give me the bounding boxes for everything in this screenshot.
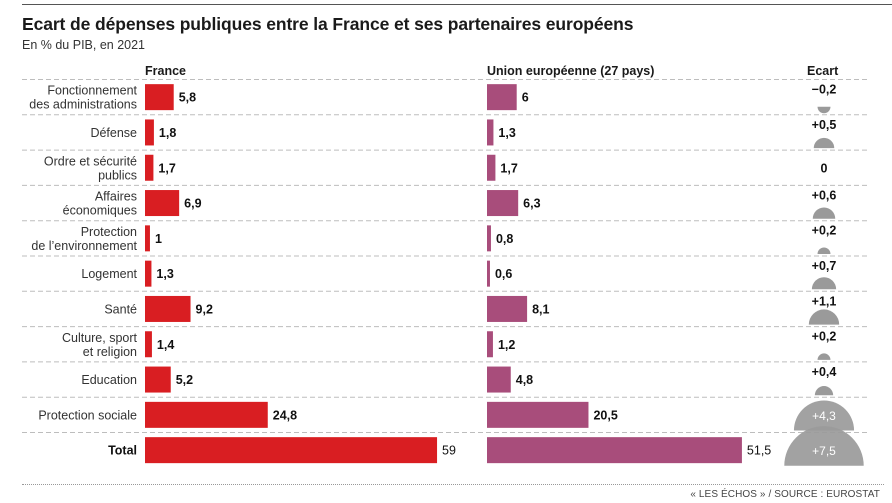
france-bar: [145, 190, 180, 217]
ecart-value-label: +0,4: [812, 365, 837, 379]
france-bar: [145, 295, 191, 322]
category-label: de l’environnement: [31, 239, 137, 253]
chart-subtitle: En % du PIB, en 2021: [22, 38, 146, 52]
france-bar: [145, 260, 152, 287]
ue-bar: [487, 119, 494, 146]
ue-value-label: 1,7: [500, 161, 517, 175]
category-label: des administrations: [29, 98, 137, 112]
ue-bar: [487, 401, 589, 428]
ecart-semicircle: [811, 277, 837, 290]
ecart-value-label: +1,1: [812, 294, 837, 308]
ecart-value-label: +7,5: [812, 444, 836, 458]
france-value-label: 59: [442, 444, 456, 458]
ue-bar: [487, 84, 517, 111]
ecart-value-label: +0,7: [812, 259, 837, 273]
ecart-value-label: +0,6: [812, 188, 837, 202]
source-credit: « LES ÉCHOS » / SOURCE : EUROSTAT: [690, 489, 880, 500]
ue-bar: [487, 295, 528, 322]
ue-bar: [487, 331, 493, 358]
ecart-semicircle: [808, 309, 840, 325]
ue-value-label: 51,5: [747, 444, 771, 458]
ue-value-label: 8,1: [532, 302, 549, 316]
column-header-france: France: [145, 64, 186, 78]
france-bar: [145, 331, 152, 358]
ue-bar: [487, 225, 491, 252]
ue-value-label: 1,3: [498, 126, 515, 140]
ue-bar: [487, 154, 496, 181]
france-bar: [145, 84, 174, 111]
ecart-semicircle: [817, 106, 831, 114]
france-bar: [145, 154, 154, 181]
category-label: Education: [81, 373, 137, 387]
ecart-semicircle: [817, 353, 831, 360]
ecart-value-label: 0: [821, 161, 828, 175]
category-label: Affaires: [95, 190, 137, 204]
category-label: Santé: [104, 302, 137, 316]
ecart-semicircle: [817, 247, 831, 254]
ue-value-label: 4,8: [516, 373, 533, 387]
ecart-value-label: +0,2: [812, 330, 837, 344]
category-label: et religion: [83, 345, 137, 359]
ue-value-label: 0,6: [495, 267, 512, 281]
category-label: économiques: [63, 204, 137, 218]
category-label: Culture, sport: [62, 331, 138, 345]
ue-bar: [487, 260, 490, 287]
ue-bar: [487, 366, 511, 393]
france-value-label: 1: [155, 232, 162, 246]
france-bar: [145, 366, 171, 393]
category-label: publics: [98, 168, 137, 182]
france-bar: [145, 119, 154, 146]
ue-value-label: 20,5: [593, 408, 617, 422]
chart-title: Ecart de dépenses publiques entre la Fra…: [22, 14, 634, 34]
ue-value-label: 6,3: [523, 197, 540, 211]
category-label: Ordre et sécurité: [44, 154, 137, 168]
france-value-label: 9,2: [196, 302, 213, 316]
ue-bar: [487, 190, 519, 217]
ecart-semicircle: [812, 207, 836, 219]
france-value-label: 1,4: [157, 338, 174, 352]
ecart-semicircle: [793, 400, 855, 431]
ecart-value-label: +4,3: [812, 409, 836, 423]
ue-value-label: 0,8: [496, 232, 513, 246]
france-value-label: 1,7: [158, 161, 175, 175]
ue-value-label: 6: [522, 91, 529, 105]
column-header-ecart: Ecart: [807, 64, 839, 78]
france-bar: [145, 401, 268, 428]
france-value-label: 24,8: [273, 408, 297, 422]
france-value-label: 6,9: [184, 197, 201, 211]
ecart-value-label: +0,2: [812, 224, 837, 238]
france-value-label: 5,2: [176, 373, 193, 387]
ecart-semicircle: [813, 137, 835, 149]
ecart-value-label: +0,5: [812, 118, 837, 132]
ecart-semicircle: [784, 426, 864, 466]
france-bar: [145, 225, 150, 252]
top-rule: [22, 4, 892, 5]
ecart-value-label: −0,2: [812, 83, 837, 97]
footer-rule: [22, 484, 884, 485]
ue-bar: [487, 437, 742, 464]
category-label: Protection sociale: [38, 408, 137, 422]
france-value-label: 5,8: [179, 91, 196, 105]
france-bar: [145, 437, 438, 464]
category-label: Total: [108, 444, 137, 458]
category-label: Protection: [81, 225, 137, 239]
category-label: Défense: [90, 126, 137, 140]
category-label: Logement: [81, 267, 137, 281]
column-header-ue: Union européenne (27 pays): [487, 64, 655, 78]
france-value-label: 1,3: [156, 267, 173, 281]
france-value-label: 1,8: [159, 126, 176, 140]
ue-value-label: 1,2: [498, 338, 515, 352]
category-label: Fonctionnement: [47, 84, 137, 98]
ecart-semicircle: [814, 386, 834, 396]
